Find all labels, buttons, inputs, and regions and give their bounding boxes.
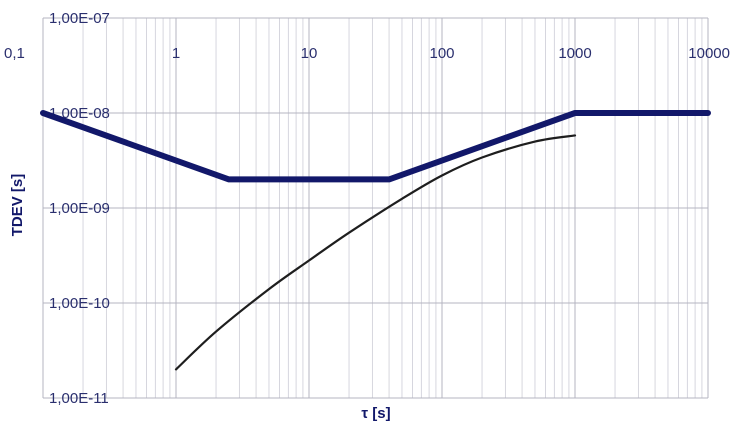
grid [42,17,709,399]
x-tick-label: 1000 [558,45,591,62]
x-axis-title: τ [s] [361,405,390,422]
y-tick-label: 1,00E-11 [49,390,109,407]
x-tick-label: 10 [301,45,318,62]
x-tick-label: 0,1 [4,45,25,62]
x-tick-label: 10000 [688,45,730,62]
y-tick-label: 1,00E-07 [49,10,110,27]
y-tick-labels: 1,00E-071,00E-081,00E-091,00E-101,00E-11 [49,10,110,407]
y-tick-label: 1,00E-10 [49,295,110,312]
x-tick-label: 1 [172,45,180,62]
x-tick-labels: 0,1 1 10 100 1000 10000 [4,45,730,62]
y-tick-label: 1,00E-09 [49,200,110,217]
series-lines [40,110,711,371]
tdev-mask-line [40,110,711,183]
tdev-measured-line [174,134,577,371]
x-tick-label: 100 [429,45,454,62]
y-axis-title: TDEV [s] [9,174,26,237]
